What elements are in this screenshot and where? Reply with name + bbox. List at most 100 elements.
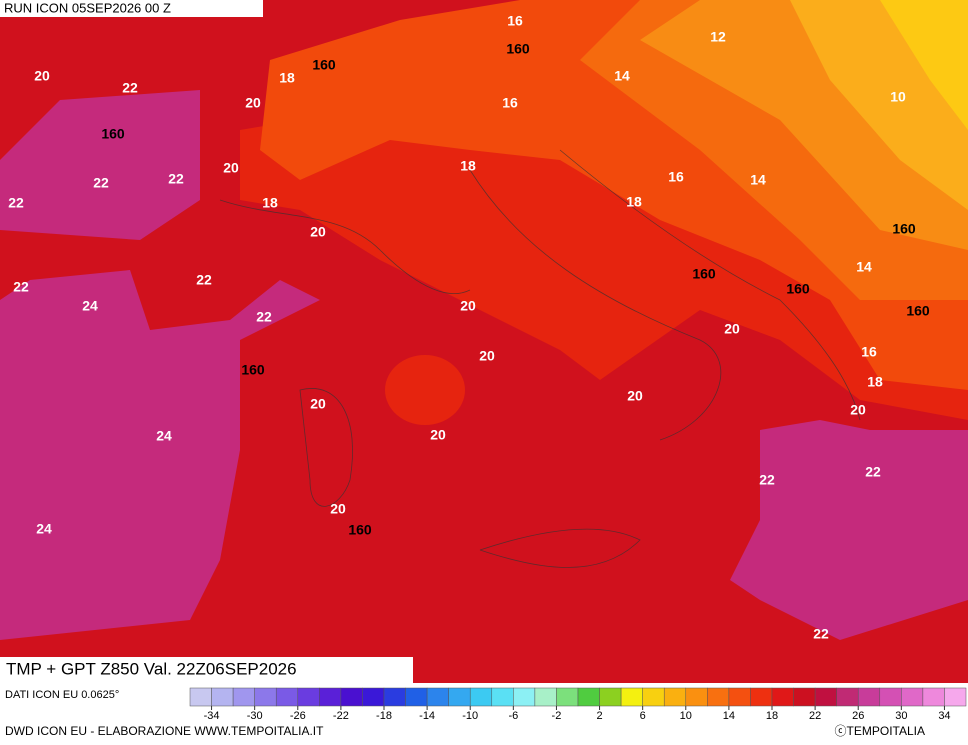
colorbar-tick-label: -26 xyxy=(290,710,306,722)
temperature-label: 14 xyxy=(750,172,766,188)
zone-22-24 xyxy=(0,270,320,640)
temperature-label: 18 xyxy=(626,194,642,210)
colorbar-swatch xyxy=(599,687,622,707)
brand-label: ⓒTEMPOITALIA xyxy=(835,724,925,738)
colorbar-swatch xyxy=(879,687,902,707)
zone-22-24 xyxy=(730,420,968,640)
temperature-label: 20 xyxy=(34,68,50,84)
temperature-label: 20 xyxy=(245,95,261,111)
temperature-label: 22 xyxy=(256,309,272,325)
colorbar-swatch xyxy=(426,687,449,707)
colorbar-swatch xyxy=(297,687,320,707)
colorbar-tick-label: -18 xyxy=(376,710,392,722)
colorbar-swatch xyxy=(707,687,730,707)
colorbar-tick-label: 14 xyxy=(723,710,735,722)
colorbar-tick-label: 18 xyxy=(766,710,778,722)
colorbar-swatch xyxy=(340,687,363,707)
height-label: 160 xyxy=(906,303,930,319)
temperature-label: 20 xyxy=(310,224,326,240)
height-label: 160 xyxy=(892,221,916,237)
labels: 16 12 14 10 16 20 22 18 20 18 20 16 14 18 22 22 22 18 20 14… xyxy=(8,13,930,642)
colorbar-swatch xyxy=(944,687,967,707)
temperature-label: 20 xyxy=(627,388,643,404)
temperature-label: 20 xyxy=(430,427,446,443)
temperature-label: 20 xyxy=(724,321,740,337)
height-label: 160 xyxy=(241,362,265,378)
height-label: 160 xyxy=(786,281,810,297)
colorbar-swatch xyxy=(836,687,859,707)
height-label: 160 xyxy=(692,266,716,282)
temperature-label: 18 xyxy=(279,70,295,86)
temperature-label: 22 xyxy=(813,626,829,642)
colorbar-tick-label: -34 xyxy=(204,710,220,722)
temperature-label: 20 xyxy=(330,501,346,517)
colorbar-swatch xyxy=(189,687,212,707)
colorbar-swatch xyxy=(922,687,945,707)
colorbar-swatch xyxy=(534,687,557,707)
temperature-label: 14 xyxy=(614,68,630,84)
colorbar-swatch xyxy=(663,687,687,707)
temperature-label: 16 xyxy=(861,344,877,360)
temperature-label: 20 xyxy=(310,396,326,412)
colorbar-tick-label: 10 xyxy=(680,710,692,722)
temperature-label: 22 xyxy=(168,171,184,187)
colorbar-swatch xyxy=(685,687,708,707)
colorbar-swatch xyxy=(620,687,643,707)
colorbar-swatch xyxy=(556,687,579,707)
colorbar-tick-label: -6 xyxy=(508,710,518,722)
height-label: 160 xyxy=(506,41,530,57)
colorbar-tick-label: 26 xyxy=(852,710,864,722)
temperature-label: 16 xyxy=(507,13,523,29)
colorbar-tick-label: 22 xyxy=(809,710,821,722)
temperature-label: 24 xyxy=(36,521,52,537)
colorbar-swatch xyxy=(901,687,924,707)
temperature-label: 22 xyxy=(122,80,138,96)
height-label: 160 xyxy=(312,57,336,73)
colorbar-tick-label: 6 xyxy=(640,710,646,722)
coastlines xyxy=(219,149,861,568)
colorbar-tick-label: 2 xyxy=(596,710,602,722)
temperature-label: 22 xyxy=(8,195,24,211)
zone-18-20 xyxy=(385,355,465,425)
temperature-label: 18 xyxy=(262,195,278,211)
colorbar-tick-label: -2 xyxy=(552,710,562,722)
colorbar-swatch xyxy=(232,687,255,707)
zone-22-24 xyxy=(0,90,200,240)
temperature-label: 12 xyxy=(710,29,726,45)
colorbar-swatch xyxy=(469,687,493,707)
temperature-label: 20 xyxy=(460,298,476,314)
colorbar-swatch xyxy=(728,687,751,707)
colorbar-swatch xyxy=(383,687,406,707)
map-title: TMP + GPT Z850 Val. 22Z06SEP2026 xyxy=(6,659,297,678)
temperature-label: 18 xyxy=(460,158,476,174)
colorbar-swatch xyxy=(750,687,773,707)
temperature-label: 14 xyxy=(856,259,872,275)
colorbar-swatch xyxy=(254,687,277,707)
colorbar-swatch xyxy=(642,687,665,707)
colorbar: -34 -30 -26 -22 -18 -14 -10 -6 -2 2 6 10 14 18 22 26 30 3… xyxy=(189,687,967,722)
colorbar-swatch xyxy=(491,687,514,707)
temperature-label: 16 xyxy=(668,169,684,185)
height-label: 160 xyxy=(101,126,125,142)
colorbar-swatch xyxy=(319,687,342,707)
height-label: 160 xyxy=(348,522,372,538)
colorbar-swatch xyxy=(405,687,428,707)
colorbar-swatch xyxy=(513,687,536,707)
temperature-label: 10 xyxy=(890,89,906,105)
colorbar-tick-label: 30 xyxy=(895,710,907,722)
source-label: DATI ICON EU 0.0625° xyxy=(5,689,119,701)
run-label: RUN ICON 05SEP2026 00 Z xyxy=(4,0,171,15)
colorbar-tick-label: -10 xyxy=(462,710,478,722)
colorbar-swatch xyxy=(448,687,471,707)
temperature-label: 18 xyxy=(867,374,883,390)
temperature-label: 16 xyxy=(502,95,518,111)
temperature-label: 22 xyxy=(759,472,775,488)
zone-18-20 xyxy=(240,90,968,420)
header-box xyxy=(0,0,263,17)
colorbar-swatch xyxy=(814,687,837,707)
credit-label: DWD ICON EU - ELABORAZIONE WWW.TEMPOITAL… xyxy=(5,724,324,738)
colorbar-tick-label: 34 xyxy=(938,710,950,722)
temperature-label: 20 xyxy=(479,348,495,364)
temperature-label: 24 xyxy=(82,298,98,314)
